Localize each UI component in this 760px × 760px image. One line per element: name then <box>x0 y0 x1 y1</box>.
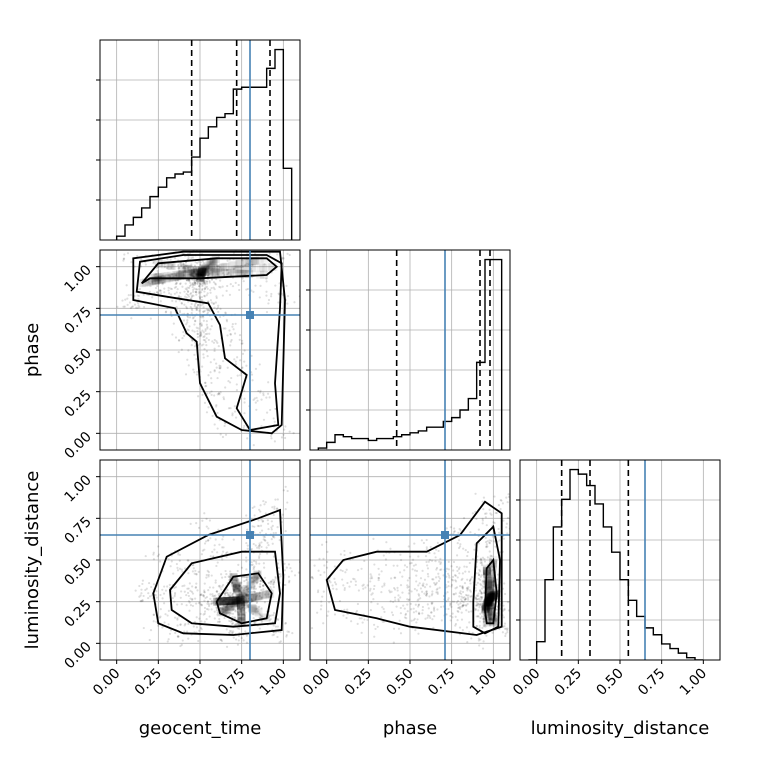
truth-marker <box>441 531 449 539</box>
contour-level-3 <box>132 250 286 435</box>
x-tick-label: 0.25 <box>552 666 585 699</box>
truth-marker <box>246 531 254 539</box>
x-tick-label: 0.50 <box>173 666 206 699</box>
x-tick-label: 0.50 <box>593 666 626 699</box>
sample-points <box>134 485 300 648</box>
x-tick-label: 0.75 <box>635 666 668 699</box>
y-tick-label: 0.25 <box>61 597 94 630</box>
histogram-geocent_time <box>115 48 293 240</box>
scatter-panel-geocent_time-luminosity_distance: 0.00 0.25 0.50 0.75 1.00 <box>61 459 301 672</box>
y-tick-label: 0.75 <box>61 304 94 337</box>
x-axis-label-geocent_time: geocent_time <box>139 718 262 739</box>
truth-marker <box>246 311 254 319</box>
scatter-panel-geocent_time-phase: 0.00 0.25 0.50 0.75 1.00 <box>61 249 301 462</box>
contour-level-2 <box>472 524 501 635</box>
contour-level-1 <box>484 557 498 625</box>
x-tick-label: 0.00 <box>300 666 333 699</box>
x-tick-label: 1.00 <box>467 666 500 699</box>
y-tick-label: 1.00 <box>61 472 94 505</box>
contour-level-1 <box>215 572 273 625</box>
y-tick-label: 0.75 <box>61 514 94 547</box>
x-tick-label: 0.50 <box>383 666 416 699</box>
x-axis-label-luminosity_distance: luminosity_distance <box>531 718 710 739</box>
y-axis-label-phase: phase <box>22 323 43 377</box>
x-tick-label: 0.00 <box>510 666 543 699</box>
y-tick-label: 1.00 <box>61 262 94 295</box>
x-tick-label: 0.25 <box>342 666 375 699</box>
histogram-luminosity_distance <box>528 468 704 660</box>
y-tick-label: 0.50 <box>61 556 94 589</box>
x-tick-label: 0.75 <box>215 666 248 699</box>
y-tick-label: 0.25 <box>61 387 94 420</box>
contour-level-1 <box>141 257 279 285</box>
x-tick-label: 1.00 <box>677 666 710 699</box>
histogram-phase <box>317 258 503 450</box>
y-tick-label: 0.50 <box>61 346 94 379</box>
contour-level-2 <box>135 254 283 431</box>
y-tick-label: 0.00 <box>61 429 94 462</box>
contour-level-3 <box>325 500 503 636</box>
scatter-panel-phase-luminosity_distance <box>309 459 511 661</box>
x-axis-label-phase: phase <box>383 718 437 739</box>
y-axis-label-luminosity_distance: luminosity_distance <box>22 471 43 650</box>
x-tick-label: 1.00 <box>257 666 290 699</box>
panel-frame <box>309 249 511 451</box>
y-tick-label: 0.00 <box>61 639 94 672</box>
contour-level-3 <box>152 508 285 636</box>
x-tick-label: 0.75 <box>425 666 458 699</box>
panel-frame <box>99 39 301 241</box>
hist-panel-geocent_time <box>96 39 301 241</box>
contour-level-2 <box>169 550 281 628</box>
x-tick-label: 0.00 <box>90 666 123 699</box>
hist-panel-luminosity_distance <box>516 459 721 661</box>
x-tick-label: 0.25 <box>132 666 165 699</box>
hist-panel-phase <box>306 249 511 451</box>
